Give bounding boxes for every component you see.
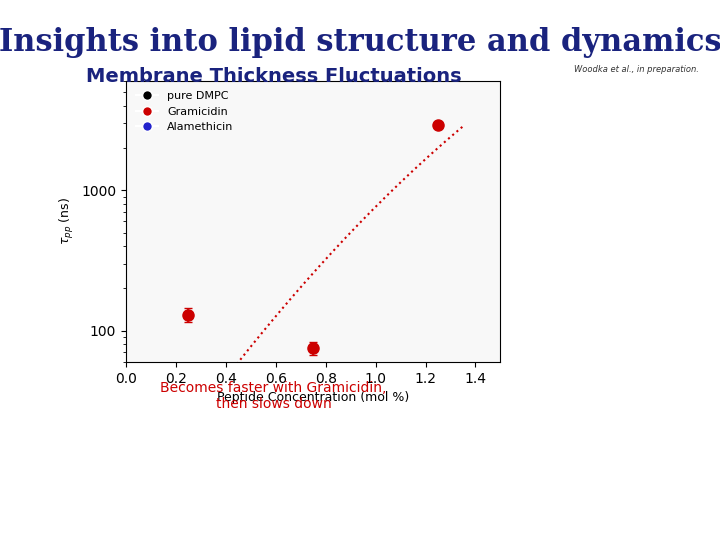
Text: Becomes faster with Gramicidin,
then slows down: Becomes faster with Gramicidin, then slo… <box>161 381 387 411</box>
Y-axis label: $\tau_{pp}$ (ns): $\tau_{pp}$ (ns) <box>58 197 76 246</box>
Text: Woodka et al., in preparation.: Woodka et al., in preparation. <box>574 65 698 74</box>
Text: Insights into lipid structure and dynamics: Insights into lipid structure and dynami… <box>0 27 720 58</box>
Text: Membrane Thickness Fluctuations: Membrane Thickness Fluctuations <box>86 68 462 86</box>
X-axis label: Peptide Concentration (mol %): Peptide Concentration (mol %) <box>217 391 410 404</box>
Legend: pure DMPC, Gramicidin, Alamethicin: pure DMPC, Gramicidin, Alamethicin <box>132 86 238 137</box>
